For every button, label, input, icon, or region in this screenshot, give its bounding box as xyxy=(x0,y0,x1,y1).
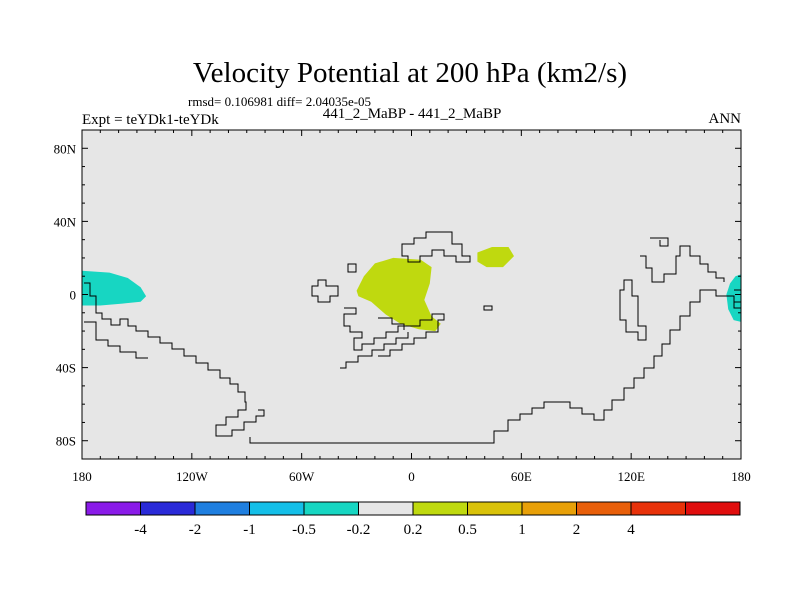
coastline-africa xyxy=(343,307,445,357)
colorbar-label: 4 xyxy=(627,522,635,538)
y-tick-label: 80S xyxy=(56,434,76,449)
coastline-africa-east xyxy=(378,317,405,330)
colorbar-swatch xyxy=(303,501,359,516)
coastline-australia xyxy=(619,279,647,341)
anomaly-regions xyxy=(82,247,741,332)
coastline-south-america-west xyxy=(311,279,339,303)
colorbar-label: 0.2 xyxy=(404,522,423,538)
colorbar xyxy=(85,501,741,516)
map-plot-area: 180 120W 60W 0 60E 120E 180 80N 40N 0 40S 80S xyxy=(54,129,751,484)
coastlines xyxy=(84,231,741,444)
x-tick-label: 60W xyxy=(289,469,315,484)
x-tick-label: 120E xyxy=(617,469,645,484)
axis-ticks xyxy=(81,129,742,460)
colorbar-label: -0.5 xyxy=(292,522,316,538)
colorbar-swatch xyxy=(521,501,577,516)
colorbar-swatch xyxy=(467,501,523,516)
colorbar-labels: -4 -2 -1 -0.5 -0.2 0.2 0.5 1 2 4 xyxy=(134,522,635,538)
y-tick-label: 80N xyxy=(54,141,77,156)
coastline-africa-south xyxy=(340,332,409,369)
colorbar-label: 1 xyxy=(518,522,526,538)
x-tick-label: 0 xyxy=(408,469,415,484)
coastline-americas xyxy=(84,282,265,437)
coastline-island xyxy=(483,305,493,311)
x-tick-label: 180 xyxy=(731,469,751,484)
season-label: ANN xyxy=(709,111,742,127)
anomaly-region-atlantic-africa-positive xyxy=(356,257,441,332)
colorbar-swatch xyxy=(358,501,414,516)
colorbar-label: -1 xyxy=(243,522,256,538)
y-axis-labels: 80N 40N 0 40S 80S xyxy=(54,141,77,448)
coastline-asia xyxy=(650,237,669,247)
anomaly-region-central-pacific-negative xyxy=(82,270,147,306)
colorbar-label: 0.5 xyxy=(458,522,477,538)
experiment-label: Expt = teYDk1-teYDk xyxy=(82,112,219,128)
colorbar-swatch xyxy=(249,501,305,516)
colorbar-label: -4 xyxy=(134,522,147,538)
colorbar-swatch xyxy=(576,501,632,516)
x-tick-label: 180 xyxy=(72,469,92,484)
coastline-indonesia xyxy=(640,245,725,283)
x-axis-labels: 180 120W 60W 0 60E 120E 180 xyxy=(72,469,751,484)
chart-title: Velocity Potential at 200 hPa (km2/s) xyxy=(193,57,627,89)
stats-label: rmsd= 0.106981 diff= 2.04035e-05 xyxy=(188,94,371,109)
colorbar-swatch xyxy=(630,501,686,516)
coastline-central-america xyxy=(84,321,148,359)
anomaly-region-arabia-positive xyxy=(477,247,514,268)
coastline-patch xyxy=(347,263,357,273)
x-tick-label: 120W xyxy=(176,469,209,484)
y-tick-label: 40N xyxy=(54,214,77,229)
colorbar-label: -2 xyxy=(189,522,202,538)
colorbar-swatch xyxy=(85,501,141,516)
coastline-pacific-islands xyxy=(734,289,741,303)
colorbar-swatch xyxy=(140,501,196,516)
case-label: 441_2_MaBP - 441_2_MaBP xyxy=(323,106,502,122)
x-tick-label: 60E xyxy=(511,469,532,484)
colorbar-label: -0.2 xyxy=(347,522,371,538)
colorbar-swatch xyxy=(194,501,250,516)
y-tick-label: 0 xyxy=(70,288,77,303)
colorbar-swatch xyxy=(412,501,468,516)
coastline-mediterranean xyxy=(401,231,471,263)
y-tick-label: 40S xyxy=(56,361,76,376)
colorbar-label: 2 xyxy=(573,522,581,538)
colorbar-swatch xyxy=(685,501,741,516)
coastline-antarctic xyxy=(249,289,741,444)
